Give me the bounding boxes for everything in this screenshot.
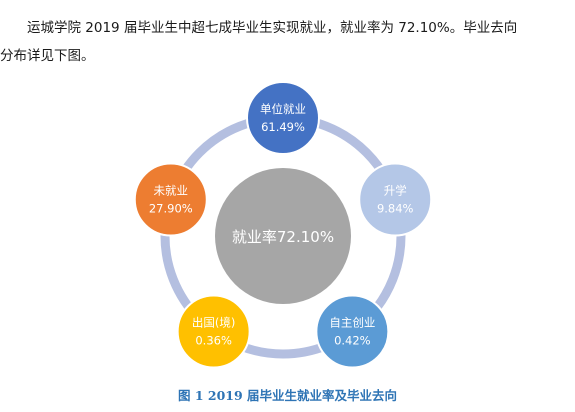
intro-paragraph: 运城学院 2019 届毕业生中超七成毕业生实现就业，就业率为 72.10%。毕业…: [0, 14, 575, 70]
node-label-unemployed: 未就业: [154, 184, 189, 198]
node-circle-abroad: [176, 294, 251, 369]
node-employment: 单位就业 61.49%: [246, 81, 320, 155]
center-label: 就业率72.10%: [232, 228, 334, 246]
intro-line-2: 分布详见下图。: [0, 48, 95, 64]
node-self-employed: 自主创业 0.42%: [315, 294, 390, 369]
node-label-self-employed: 自主创业: [329, 315, 375, 329]
node-unemployed: 未就业 27.90%: [133, 162, 208, 237]
node-value-abroad: 0.36%: [195, 333, 232, 347]
node-value-unemployed: 27.90%: [149, 202, 193, 216]
node-circle-unemployed: [133, 162, 208, 237]
node-value-employment: 61.49%: [261, 120, 305, 134]
figure-caption: 图 1 2019 届毕业生就业率及毕业去向: [177, 388, 398, 403]
node-label-employment: 单位就业: [260, 102, 306, 116]
node-value-further-study: 9.84%: [377, 202, 414, 216]
center-circle: [215, 168, 351, 304]
node-circle-employment: [246, 81, 320, 155]
node-label-further-study: 升学: [384, 184, 407, 198]
intro-line-1: 运城学院 2019 届毕业生中超七成毕业生实现就业，就业率为 72.10%。毕业…: [27, 20, 518, 36]
node-value-self-employed: 0.42%: [334, 333, 371, 347]
node-further-study: 升学 9.84%: [358, 162, 433, 237]
node-circle-self-employed: [315, 294, 390, 369]
node-abroad: 出国(境) 0.36%: [176, 294, 251, 369]
node-circle-further-study: [358, 162, 433, 237]
node-label-abroad: 出国(境): [192, 315, 235, 329]
